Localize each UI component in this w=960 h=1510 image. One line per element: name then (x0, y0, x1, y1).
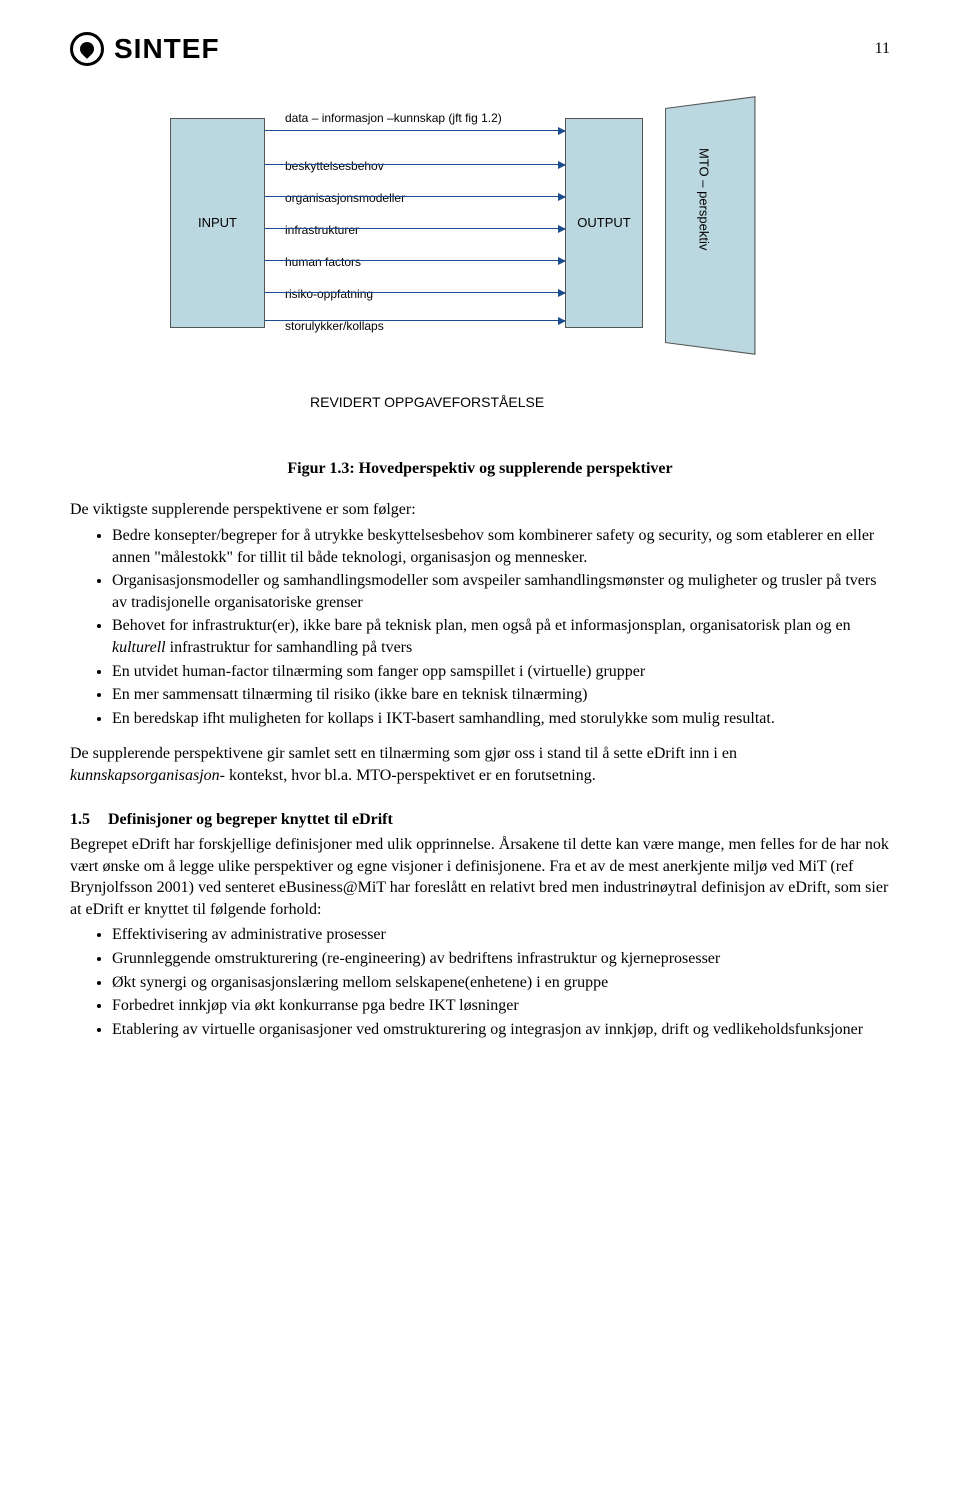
arrow-head-icon (558, 193, 566, 201)
output-label: OUTPUT (577, 214, 630, 232)
section-number: 1.5 (70, 811, 90, 828)
list-item: Organisasjonsmodeller og samhandlingsmod… (112, 570, 890, 613)
list-item: En mer sammensatt tilnærming til risiko … (112, 684, 890, 706)
input-label: INPUT (198, 214, 237, 232)
mid-item: data – informasjon –kunnskap (jft fig 1.… (285, 108, 555, 150)
arrow-line (265, 320, 565, 321)
list-item: Behovet for infrastruktur(er), ikke bare… (112, 615, 890, 658)
arrow-head-icon (558, 257, 566, 265)
mid-item: risiko-oppfatning (285, 278, 555, 310)
list-item: Bedre konsepter/begreper for å utrykke b… (112, 525, 890, 568)
mid-item: beskyttelsesbehov (285, 150, 555, 182)
arrow-head-icon (558, 225, 566, 233)
arrow-line (265, 164, 565, 165)
input-box: INPUT (170, 118, 265, 328)
list-item: Effektivisering av administrative proses… (112, 924, 890, 946)
logo-text: SINTEF (114, 30, 220, 68)
figure-caption: Figur 1.3: Hovedperspektiv og supplerend… (70, 458, 890, 480)
diagram: INPUT OUTPUT MTO – perspektiv data – inf… (170, 108, 790, 448)
arrow-line (265, 196, 565, 197)
summary-paragraph: De supplerende perspektivene gir samlet … (70, 743, 890, 786)
arrow-line (265, 130, 565, 131)
arrow-head-icon (558, 161, 566, 169)
revidert-label: REVIDERT OPPGAVEFORSTÅELSE (310, 393, 544, 412)
sintef-logo: SINTEF (70, 30, 220, 68)
arrow-head-icon (558, 289, 566, 297)
list-item: En utvidet human-factor tilnærming som f… (112, 661, 890, 683)
mid-labels: data – informasjon –kunnskap (jft fig 1.… (285, 108, 555, 342)
section-title: Definisjoner og begreper knyttet til eDr… (108, 811, 393, 828)
bullets-perspectives: Bedre konsepter/begreper for å utrykke b… (70, 525, 890, 729)
logo-mark-icon (70, 32, 104, 66)
mid-item: human factors (285, 246, 555, 278)
arrow-line (265, 228, 565, 229)
mid-item: infrastrukturer (285, 214, 555, 246)
arrow-line (265, 260, 565, 261)
intro-paragraph: De viktigste supplerende perspektivene e… (70, 499, 890, 521)
bullets-definitions: Effektivisering av administrative proses… (70, 924, 890, 1040)
section-paragraph: Begrepet eDrift har forskjellige definis… (70, 834, 890, 920)
arrow-head-icon (558, 317, 566, 325)
page-number: 11 (875, 38, 890, 60)
list-item: Økt synergi og organisasjonslæring mello… (112, 972, 890, 994)
arrow-line (265, 292, 565, 293)
arrow-head-icon (558, 127, 566, 135)
mid-item: organisasjonsmodeller (285, 182, 555, 214)
section-heading: 1.5 Definisjoner og begreper knyttet til … (70, 809, 890, 831)
list-item: Grunnleggende omstrukturering (re-engine… (112, 948, 890, 970)
mid-item: storulykker/kollaps (285, 310, 555, 342)
output-box: OUTPUT (565, 118, 643, 328)
page-header: SINTEF 11 (70, 30, 890, 68)
list-item: Etablering av virtuelle organisasjoner v… (112, 1019, 890, 1041)
mto-label: MTO – perspektiv (695, 148, 713, 250)
list-item: Forbedret innkjøp via økt konkurranse pg… (112, 995, 890, 1017)
list-item: En beredskap ifht muligheten for kollaps… (112, 708, 890, 730)
